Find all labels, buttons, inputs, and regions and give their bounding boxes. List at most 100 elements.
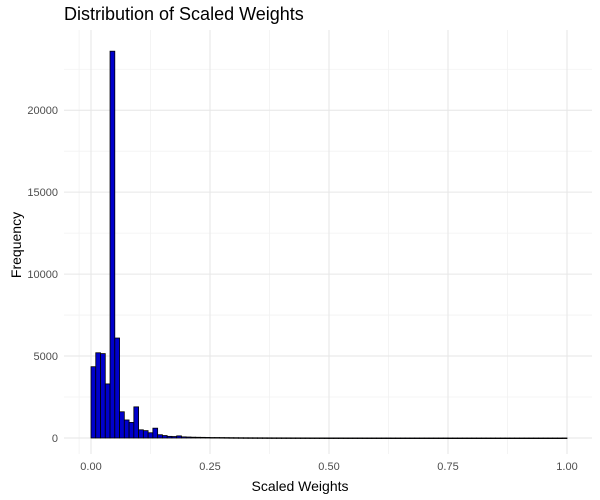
histogram-bar: [399, 437, 406, 439]
x-axis-title: Scaled Weights: [251, 478, 349, 494]
histogram-bar: [185, 436, 192, 439]
histogram-bar: [538, 437, 544, 439]
histogram-bar: [171, 436, 178, 439]
histogram-bar: [542, 437, 549, 439]
histogram-bar: [147, 432, 154, 439]
histogram-bar: [338, 437, 344, 439]
histogram-bar: [499, 437, 506, 439]
histogram-bar: [485, 437, 492, 439]
histogram-bar: [361, 437, 368, 439]
histogram-bar: [366, 437, 373, 439]
histogram-bar: [90, 366, 97, 439]
histogram-bar: [271, 437, 278, 439]
histogram-bar: [309, 437, 316, 439]
histogram-bar: [109, 50, 116, 439]
y-axis-title: Frequency: [8, 211, 24, 279]
histogram-bar: [347, 437, 354, 439]
histogram-bar: [133, 406, 139, 439]
histogram-bar: [204, 437, 211, 439]
histogram-bar: [514, 437, 520, 439]
histogram-bar: [380, 437, 387, 439]
grid-lines: [64, 30, 592, 454]
histogram-bar: [114, 337, 120, 439]
y-tick-label: 20000: [27, 105, 58, 117]
x-tick-label: 0.00: [80, 461, 101, 473]
histogram-bar: [419, 437, 425, 439]
histogram-bar: [523, 437, 530, 439]
histogram-bar: [195, 436, 201, 439]
histogram-bar: [123, 419, 130, 439]
x-tick-label: 0.25: [199, 461, 220, 473]
histogram-bar: [552, 437, 558, 439]
histogram-bar: [423, 437, 430, 439]
histogram-bar: [547, 437, 554, 439]
histogram-bar: [438, 437, 444, 439]
histogram-bar: [495, 437, 501, 439]
histogram-bar: [257, 437, 263, 439]
histogram-bar: [319, 437, 325, 439]
histogram-bar: [100, 353, 106, 439]
histogram-bar: [209, 437, 216, 439]
histogram-bar: [404, 437, 411, 439]
histogram-bar: [390, 437, 397, 439]
histogram-bar: [252, 437, 258, 439]
histogram-bar: [333, 437, 339, 439]
histogram-bar: [304, 437, 311, 439]
y-tick-label: 10000: [27, 269, 58, 281]
x-tick-label: 1.00: [556, 461, 577, 473]
histogram-bar: [233, 437, 239, 439]
histogram-bar: [166, 435, 173, 439]
histogram-bar: [414, 437, 420, 439]
histogram-bar: [223, 437, 230, 439]
histogram-bar: [276, 437, 282, 439]
histogram-bar: [561, 437, 568, 439]
histogram-bar: [181, 436, 187, 439]
x-tick-label: 0.75: [437, 461, 458, 473]
histogram-bar: [290, 437, 297, 439]
histogram-bar: [314, 437, 320, 439]
chart-title: Distribution of Scaled Weights: [64, 4, 304, 24]
histogram-bar: [214, 437, 220, 439]
histogram-bar: [128, 422, 135, 439]
histogram-bar: [385, 437, 392, 439]
histogram-bar: [457, 437, 463, 439]
histogram-bar: [152, 427, 159, 439]
histogram-bar: [452, 437, 458, 439]
histogram-bar: [461, 437, 468, 439]
histogram-bar: [357, 437, 363, 439]
histogram-bar: [504, 437, 511, 439]
histogram-bar: [176, 435, 182, 439]
histogram-bar: [138, 429, 144, 439]
histogram-bar: [433, 437, 439, 439]
histogram-bar: [528, 437, 535, 439]
histogram-bar: [323, 437, 330, 439]
histogram-bar: [466, 437, 473, 439]
histogram-bar: [471, 437, 477, 439]
histogram-bar: [95, 352, 101, 439]
histogram-bars: [90, 50, 568, 439]
histogram-bar: [161, 435, 168, 439]
histogram-bar: [228, 437, 235, 439]
histogram-bar: [280, 437, 287, 439]
histogram-bar: [533, 437, 539, 439]
axis-tick-labels: 0.00 0.25 0.50 0.75 1.00 0 5000 10000 15000 20000: [27, 105, 577, 473]
y-tick-label: 15000: [27, 187, 58, 199]
x-tick-label: 0.50: [318, 461, 339, 473]
histogram-bar: [490, 437, 496, 439]
histogram-bar: [476, 437, 482, 439]
histogram-bar: [557, 437, 563, 439]
histogram-bar: [428, 437, 435, 439]
histogram-bar: [371, 437, 377, 439]
histogram-bar: [376, 437, 382, 439]
y-tick-label: 5000: [34, 351, 58, 363]
histogram-bar: [238, 437, 244, 439]
y-tick-label: 0: [52, 433, 58, 445]
histogram-bar: [409, 437, 416, 439]
histogram-bar: [200, 436, 206, 439]
histogram-bar: [352, 437, 358, 439]
histogram-bar: [447, 437, 454, 439]
histogram-bar: [104, 383, 111, 439]
histogram-bar: [219, 437, 225, 439]
histogram-bar: [300, 437, 306, 439]
